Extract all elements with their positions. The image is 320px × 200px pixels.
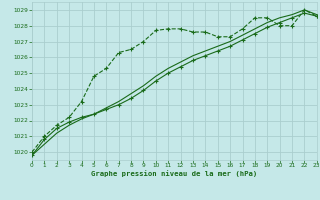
X-axis label: Graphe pression niveau de la mer (hPa): Graphe pression niveau de la mer (hPa) <box>91 171 258 177</box>
